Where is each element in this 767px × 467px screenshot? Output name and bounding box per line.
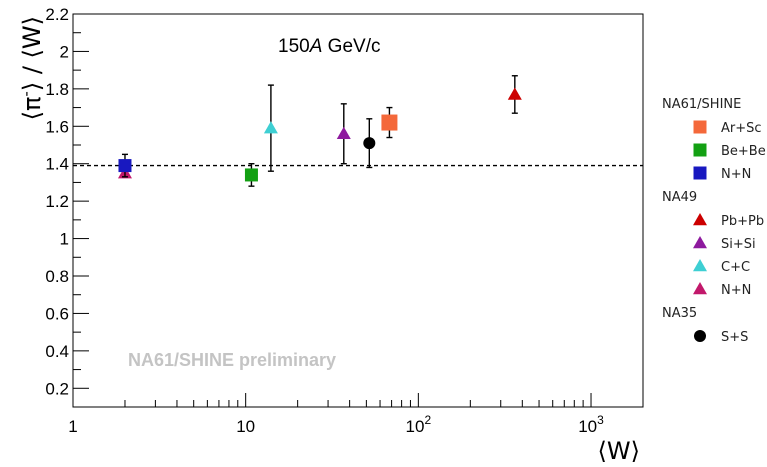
- y-tick-label: 0.4: [45, 342, 69, 361]
- energy-annotation-unit: GeV/c: [322, 36, 380, 57]
- legend-label-s-s: S+S: [721, 330, 748, 345]
- legend-marker-c-c: [693, 259, 707, 272]
- legend-group-title: NA35: [662, 306, 697, 321]
- na35-s-s-point: [363, 137, 376, 150]
- legend-label-pb-pb: Pb+Pb: [721, 214, 764, 229]
- legend-marker-pb-pb: [693, 213, 707, 226]
- legend-label-be-be: Be+Be: [721, 144, 766, 159]
- legend: NA61/SHINE Ar+Sc Be+Be N+N NA49 Pb+Pb Si+Si C+C…: [662, 97, 766, 345]
- y-tick-label: 0.2: [45, 379, 69, 398]
- legend-group-title: NA49: [662, 190, 697, 205]
- legend-label-n-n: N+N: [721, 167, 751, 182]
- x-tick-label: 102: [406, 413, 432, 436]
- na49-c-c-point: [263, 121, 278, 134]
- na49-pb-pb-point: [507, 87, 522, 100]
- legend-marker-n-n: [693, 282, 707, 295]
- x-tick-label-base: 10: [406, 417, 425, 436]
- y-tick-label: 1.8: [45, 80, 69, 99]
- legend-marker-n-n: [693, 166, 707, 180]
- y-tick-label: 0.8: [45, 267, 69, 286]
- y-axis-title-sup: -: [17, 91, 35, 96]
- energy-annotation-number: 150: [278, 36, 310, 57]
- x-tick-label-base: 10: [578, 417, 597, 436]
- legend-marker-si-si: [693, 236, 707, 249]
- x-axis: 1 10 102 103: [68, 393, 644, 436]
- y-tick-label: 1.4: [45, 155, 69, 174]
- legend-label-n-n: N+N: [721, 283, 751, 298]
- legend-label-si-si: Si+Si: [721, 237, 756, 252]
- y-tick-label: 1.2: [45, 192, 69, 211]
- na61-shine-ar-sc-point: [381, 114, 398, 131]
- legend-marker-be-be: [693, 143, 707, 157]
- y-tick-label: 1.6: [45, 117, 69, 136]
- na61-shine-be-be-point: [244, 168, 258, 182]
- x-tick-label-exponent: 3: [597, 413, 604, 427]
- legend-marker-ar-sc: [693, 120, 707, 134]
- x-tick-label-base: 1: [68, 417, 77, 436]
- x-tick-label-exponent: 2: [424, 413, 431, 427]
- y-tick-label: 2.2: [45, 5, 69, 24]
- y-tick-label: 1: [60, 230, 69, 249]
- legend-group-title: NA61/SHINE: [662, 97, 741, 112]
- y-tick-label: 0.6: [45, 304, 69, 323]
- y-axis: 0.2 0.4 0.6 0.8 1 1.2 1.4 1.6 1.8 2 2.2: [45, 5, 89, 408]
- legend-marker-s-s: [694, 330, 706, 342]
- na61-shine-n-n-point: [118, 159, 132, 173]
- preliminary-watermark: NA61/SHINE preliminary: [128, 350, 336, 370]
- legend-label-c-c: C+C: [721, 260, 750, 275]
- x-tick-label-base: 10: [236, 417, 255, 436]
- x-tick-label: 10: [236, 417, 255, 436]
- y-axis-title: ⟨π-⟩ / ⟨W⟩: [17, 16, 46, 120]
- energy-annotation-italic: A: [309, 36, 323, 57]
- na49-si-si-point: [336, 126, 351, 140]
- x-axis-title: ⟨W⟩: [598, 437, 640, 465]
- y-tick-label: 2: [60, 42, 69, 61]
- plot-frame: [72, 13, 644, 408]
- y-axis-title-rest: ⟩ / ⟨W⟩: [18, 16, 46, 91]
- legend-label-ar-sc: Ar+Sc: [721, 121, 762, 136]
- data-points: [117, 75, 522, 187]
- energy-annotation: 150A GeV/c: [278, 36, 380, 57]
- x-tick-label: 1: [68, 417, 77, 436]
- x-tick-label: 103: [578, 413, 604, 436]
- y-axis-title-open: ⟨π: [18, 97, 46, 121]
